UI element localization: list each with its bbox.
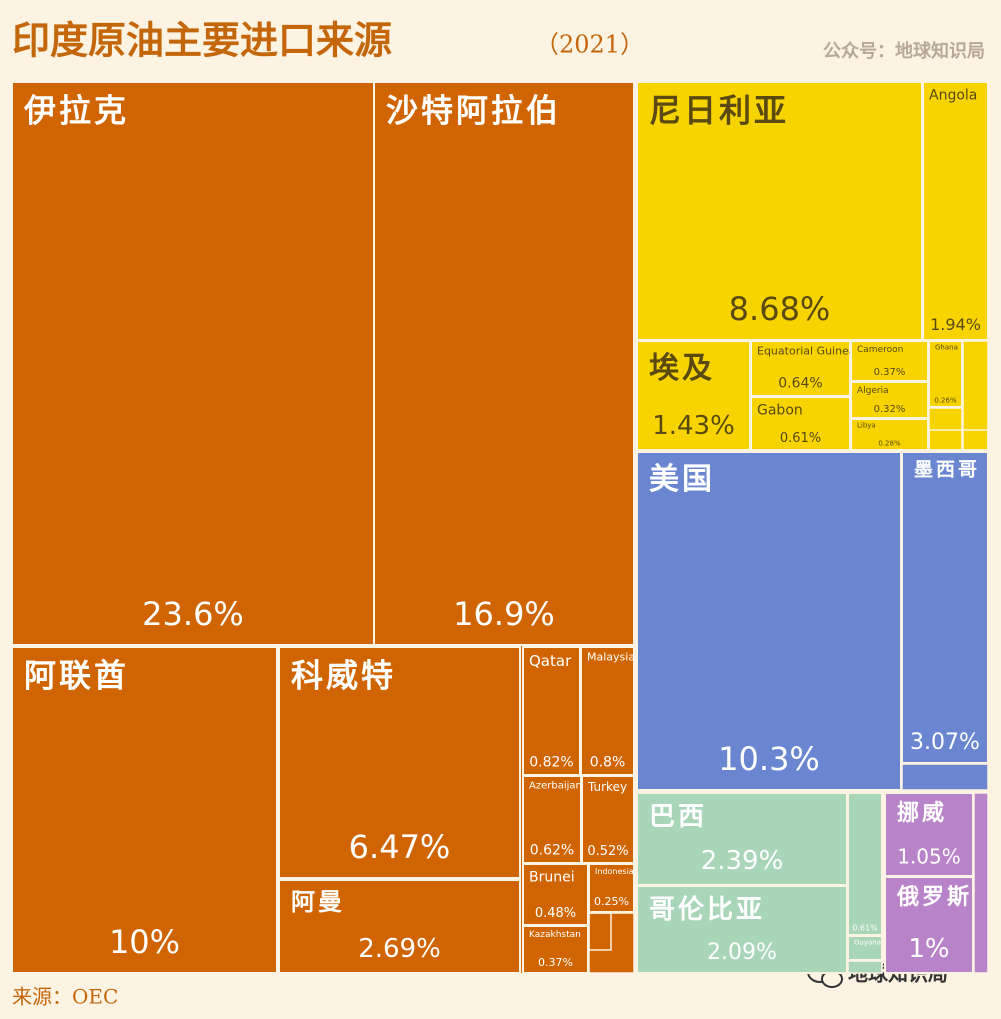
value-label: 2.69% (358, 934, 441, 964)
tile-name: Azerbaijan (529, 781, 582, 792)
tile (750, 396, 851, 451)
tile-name: Turkey (587, 780, 627, 794)
tile-name: Equatorial Guinea (757, 344, 856, 357)
tile-name: 阿联酋 (24, 656, 129, 694)
value-label: 0.37% (538, 956, 573, 969)
source: 来源：OEC (12, 985, 118, 1009)
tile (580, 646, 635, 776)
tile (636, 885, 848, 974)
value-label: 0.61% (852, 923, 878, 932)
tile-name: Malaysia (587, 650, 635, 663)
tile-name: Angola (929, 87, 977, 103)
value-label: 0.32% (874, 404, 906, 415)
value-label: 1% (908, 934, 949, 964)
value-label: 0.62% (530, 842, 574, 858)
tile (636, 81, 923, 341)
tile-name: 俄罗斯 (896, 884, 972, 910)
value-label: 1.94% (930, 315, 981, 334)
value-label: 1.05% (897, 845, 961, 869)
tile (581, 775, 635, 864)
tile-name: Indonesia (595, 867, 634, 876)
value-label: 0.37% (874, 367, 906, 378)
tile (750, 340, 851, 397)
value-label: 0.25% (594, 895, 629, 908)
tile (928, 340, 963, 408)
tile (847, 935, 883, 961)
value-label: 0.61% (780, 431, 821, 446)
chart-subtitle: （2021） (535, 31, 644, 59)
tile-name: 沙特阿拉伯 (386, 91, 561, 129)
value-label: 3.07% (910, 730, 980, 755)
tile (11, 81, 375, 646)
tile-name: Libya (857, 422, 876, 430)
value-label: 0.26% (934, 397, 957, 405)
value-label: 0.28% (878, 440, 901, 448)
value-label: 10.3% (718, 740, 820, 778)
value-label: 16.9% (453, 595, 555, 633)
tile-name: 美国 (649, 462, 715, 497)
tile-name: Brunei (529, 869, 575, 885)
account: 公众号：地球知识局 (823, 40, 985, 62)
tile (588, 863, 635, 913)
tile-name: 墨西哥 (914, 459, 980, 481)
tile-name: 哥伦比亚 (649, 894, 765, 925)
tile (847, 792, 883, 936)
tile (11, 646, 278, 974)
tile (884, 876, 974, 974)
tile-name: Kazakhstan (529, 930, 581, 940)
value-label: 0.48% (535, 906, 576, 921)
value-label: 0.8% (590, 754, 626, 770)
tile (278, 879, 521, 974)
tile (636, 340, 751, 451)
value-label: 8.68% (729, 290, 831, 328)
value-label: 0.64% (778, 375, 822, 391)
tile-name: 科威特 (291, 656, 396, 694)
tile-name: Algeria (857, 386, 889, 396)
value-label: 6.47% (349, 828, 451, 866)
value-label: 1.43% (652, 411, 735, 441)
tile (373, 81, 635, 646)
value-label: 0.82% (529, 754, 573, 770)
chart-title: 印度原油主要进口来源 (12, 18, 392, 63)
value-label: 2.09% (707, 940, 777, 965)
value-label: 2.39% (701, 846, 784, 876)
value-label: 0.52% (587, 844, 628, 859)
tile-name: 尼日利亚 (649, 91, 789, 129)
tile-name: 巴西 (649, 802, 707, 832)
tile-name: 阿曼 (291, 888, 345, 916)
tile-name: 挪威 (897, 800, 947, 826)
tile (901, 451, 989, 764)
tile-name: 伊拉克 (23, 91, 129, 129)
value-label: 10% (109, 923, 180, 961)
tile (522, 925, 589, 974)
tile (636, 451, 902, 791)
tile (850, 381, 929, 419)
tile-name: Qatar (529, 652, 572, 670)
tile-name: Guyana (854, 939, 881, 947)
tile-name: Cameroon (857, 345, 903, 355)
tile-name: 埃及 (649, 351, 715, 386)
tile-name: Ghana (935, 344, 958, 352)
tile-name: Gabon (757, 402, 803, 418)
tile (922, 81, 989, 341)
value-label: 23.6% (142, 595, 244, 633)
tile (850, 418, 929, 451)
tile (278, 646, 521, 879)
